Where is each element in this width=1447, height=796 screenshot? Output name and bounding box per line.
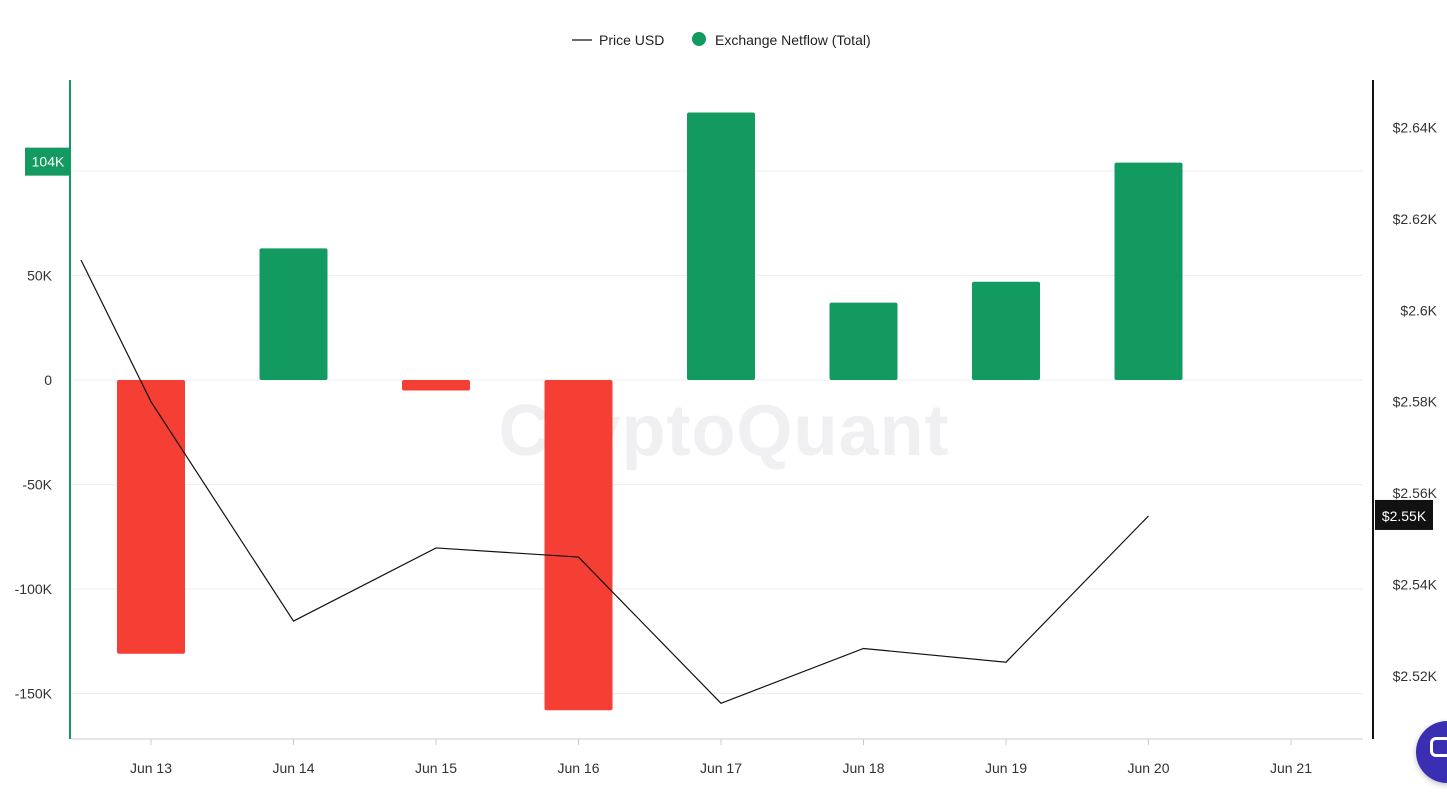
- netflow-bar: [259, 248, 328, 380]
- netflow-bar: [1114, 162, 1183, 380]
- right-tick-label: $2.56K: [1393, 485, 1438, 501]
- bars-layer: [117, 112, 1183, 711]
- right-value-badge-label: $2.55K: [1382, 508, 1427, 524]
- right-tick-label: $2.54K: [1393, 577, 1438, 593]
- netflow-bar: [402, 380, 470, 391]
- right-value-badge: [1375, 499, 1433, 530]
- right-tick-label: $2.62K: [1393, 211, 1438, 227]
- x-tick-label: Jun 15: [415, 760, 457, 776]
- x-tick-label: Jun 21: [1270, 760, 1312, 776]
- right-tick-label: $2.58K: [1393, 394, 1438, 410]
- left-value-badge-label: 104K: [32, 154, 65, 170]
- left-tick-label: 50K: [27, 268, 53, 284]
- right-tick-label: $2.52K: [1393, 668, 1438, 684]
- legend-dot-marker: [692, 32, 706, 46]
- price-line-layer: [80, 259, 1149, 705]
- x-tick-label: Jun 19: [985, 760, 1027, 776]
- x-tick-label: Jun 20: [1127, 760, 1169, 776]
- x-tick-label: Jun 17: [700, 760, 742, 776]
- chat-bubble-icon: [1430, 737, 1447, 757]
- legend: Price USD Exchange Netflow (Total): [572, 32, 871, 48]
- x-tick-label: Jun 13: [130, 760, 172, 776]
- netflow-bar: [972, 281, 1040, 380]
- legend-netflow-label: Exchange Netflow (Total): [715, 32, 871, 48]
- legend-price-label: Price USD: [599, 32, 664, 48]
- price-line: [80, 259, 1149, 705]
- left-tick-label: 0: [44, 372, 52, 388]
- axes-layer: 50K 0 -50K -100K -150K $2.64K $2.62K $2.6K $2.58…: [15, 80, 1438, 776]
- left-tick-label: -100K: [15, 581, 53, 597]
- netflow-bar: [544, 380, 613, 711]
- right-tick-label: $2.6K: [1400, 302, 1437, 318]
- left-value-badge: [25, 147, 71, 176]
- badges-layer: 104K $2.55K: [25, 147, 1433, 530]
- right-tick-label: $2.64K: [1393, 120, 1438, 136]
- left-tick-label: -50K: [22, 477, 52, 493]
- netflow-bar: [829, 302, 898, 380]
- x-tick-label: Jun 18: [842, 760, 884, 776]
- netflow-bar: [687, 112, 755, 380]
- x-tick-label: Jun 16: [557, 760, 599, 776]
- left-tick-label: -150K: [15, 686, 53, 702]
- netflow-bar: [117, 380, 185, 654]
- x-tick-label: Jun 14: [272, 760, 314, 776]
